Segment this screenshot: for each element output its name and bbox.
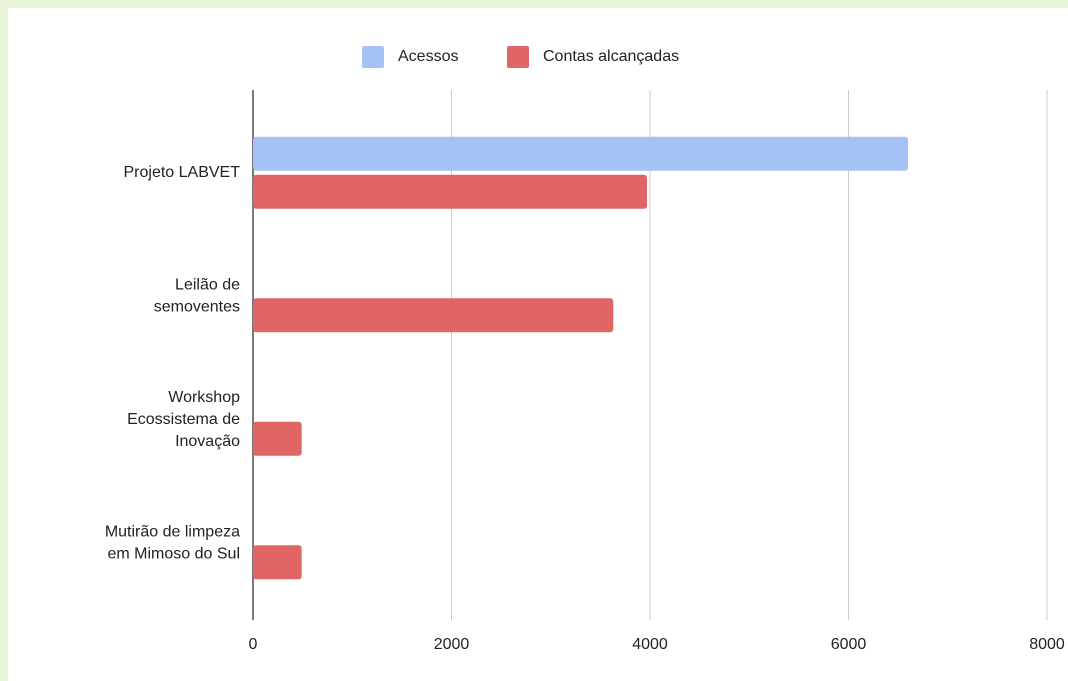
legend-swatch <box>362 46 384 68</box>
chart: 0 2000 4000 6000 8000 Acessos Contas alcançada… <box>105 46 1065 653</box>
x-tick-label: 4000 <box>632 636 668 653</box>
x-tick-label: 2000 <box>434 636 470 653</box>
bar <box>253 545 302 580</box>
bar <box>253 421 302 456</box>
x-tick-label: 6000 <box>831 636 867 653</box>
legend-label: Contas alcançadas <box>543 48 679 65</box>
bar <box>253 174 648 209</box>
y-tick-label: Projeto LABVET <box>124 164 241 181</box>
y-tick-label: Leilão de semoventes <box>154 276 240 315</box>
bar <box>253 298 614 333</box>
bar <box>253 136 909 171</box>
x-tick-label: 0 <box>249 636 258 653</box>
legend-swatch <box>507 46 529 68</box>
y-tick-label: Mutirão de limpeza em Mimoso do Sul <box>105 523 240 562</box>
legend-label: Acessos <box>398 48 458 65</box>
x-tick-label: 8000 <box>1029 636 1065 653</box>
y-tick-label: Workshop Ecossistema de Inovação <box>127 389 240 450</box>
chart-panel: 0 2000 4000 6000 8000 Acessos Contas alcançada… <box>8 8 1068 681</box>
